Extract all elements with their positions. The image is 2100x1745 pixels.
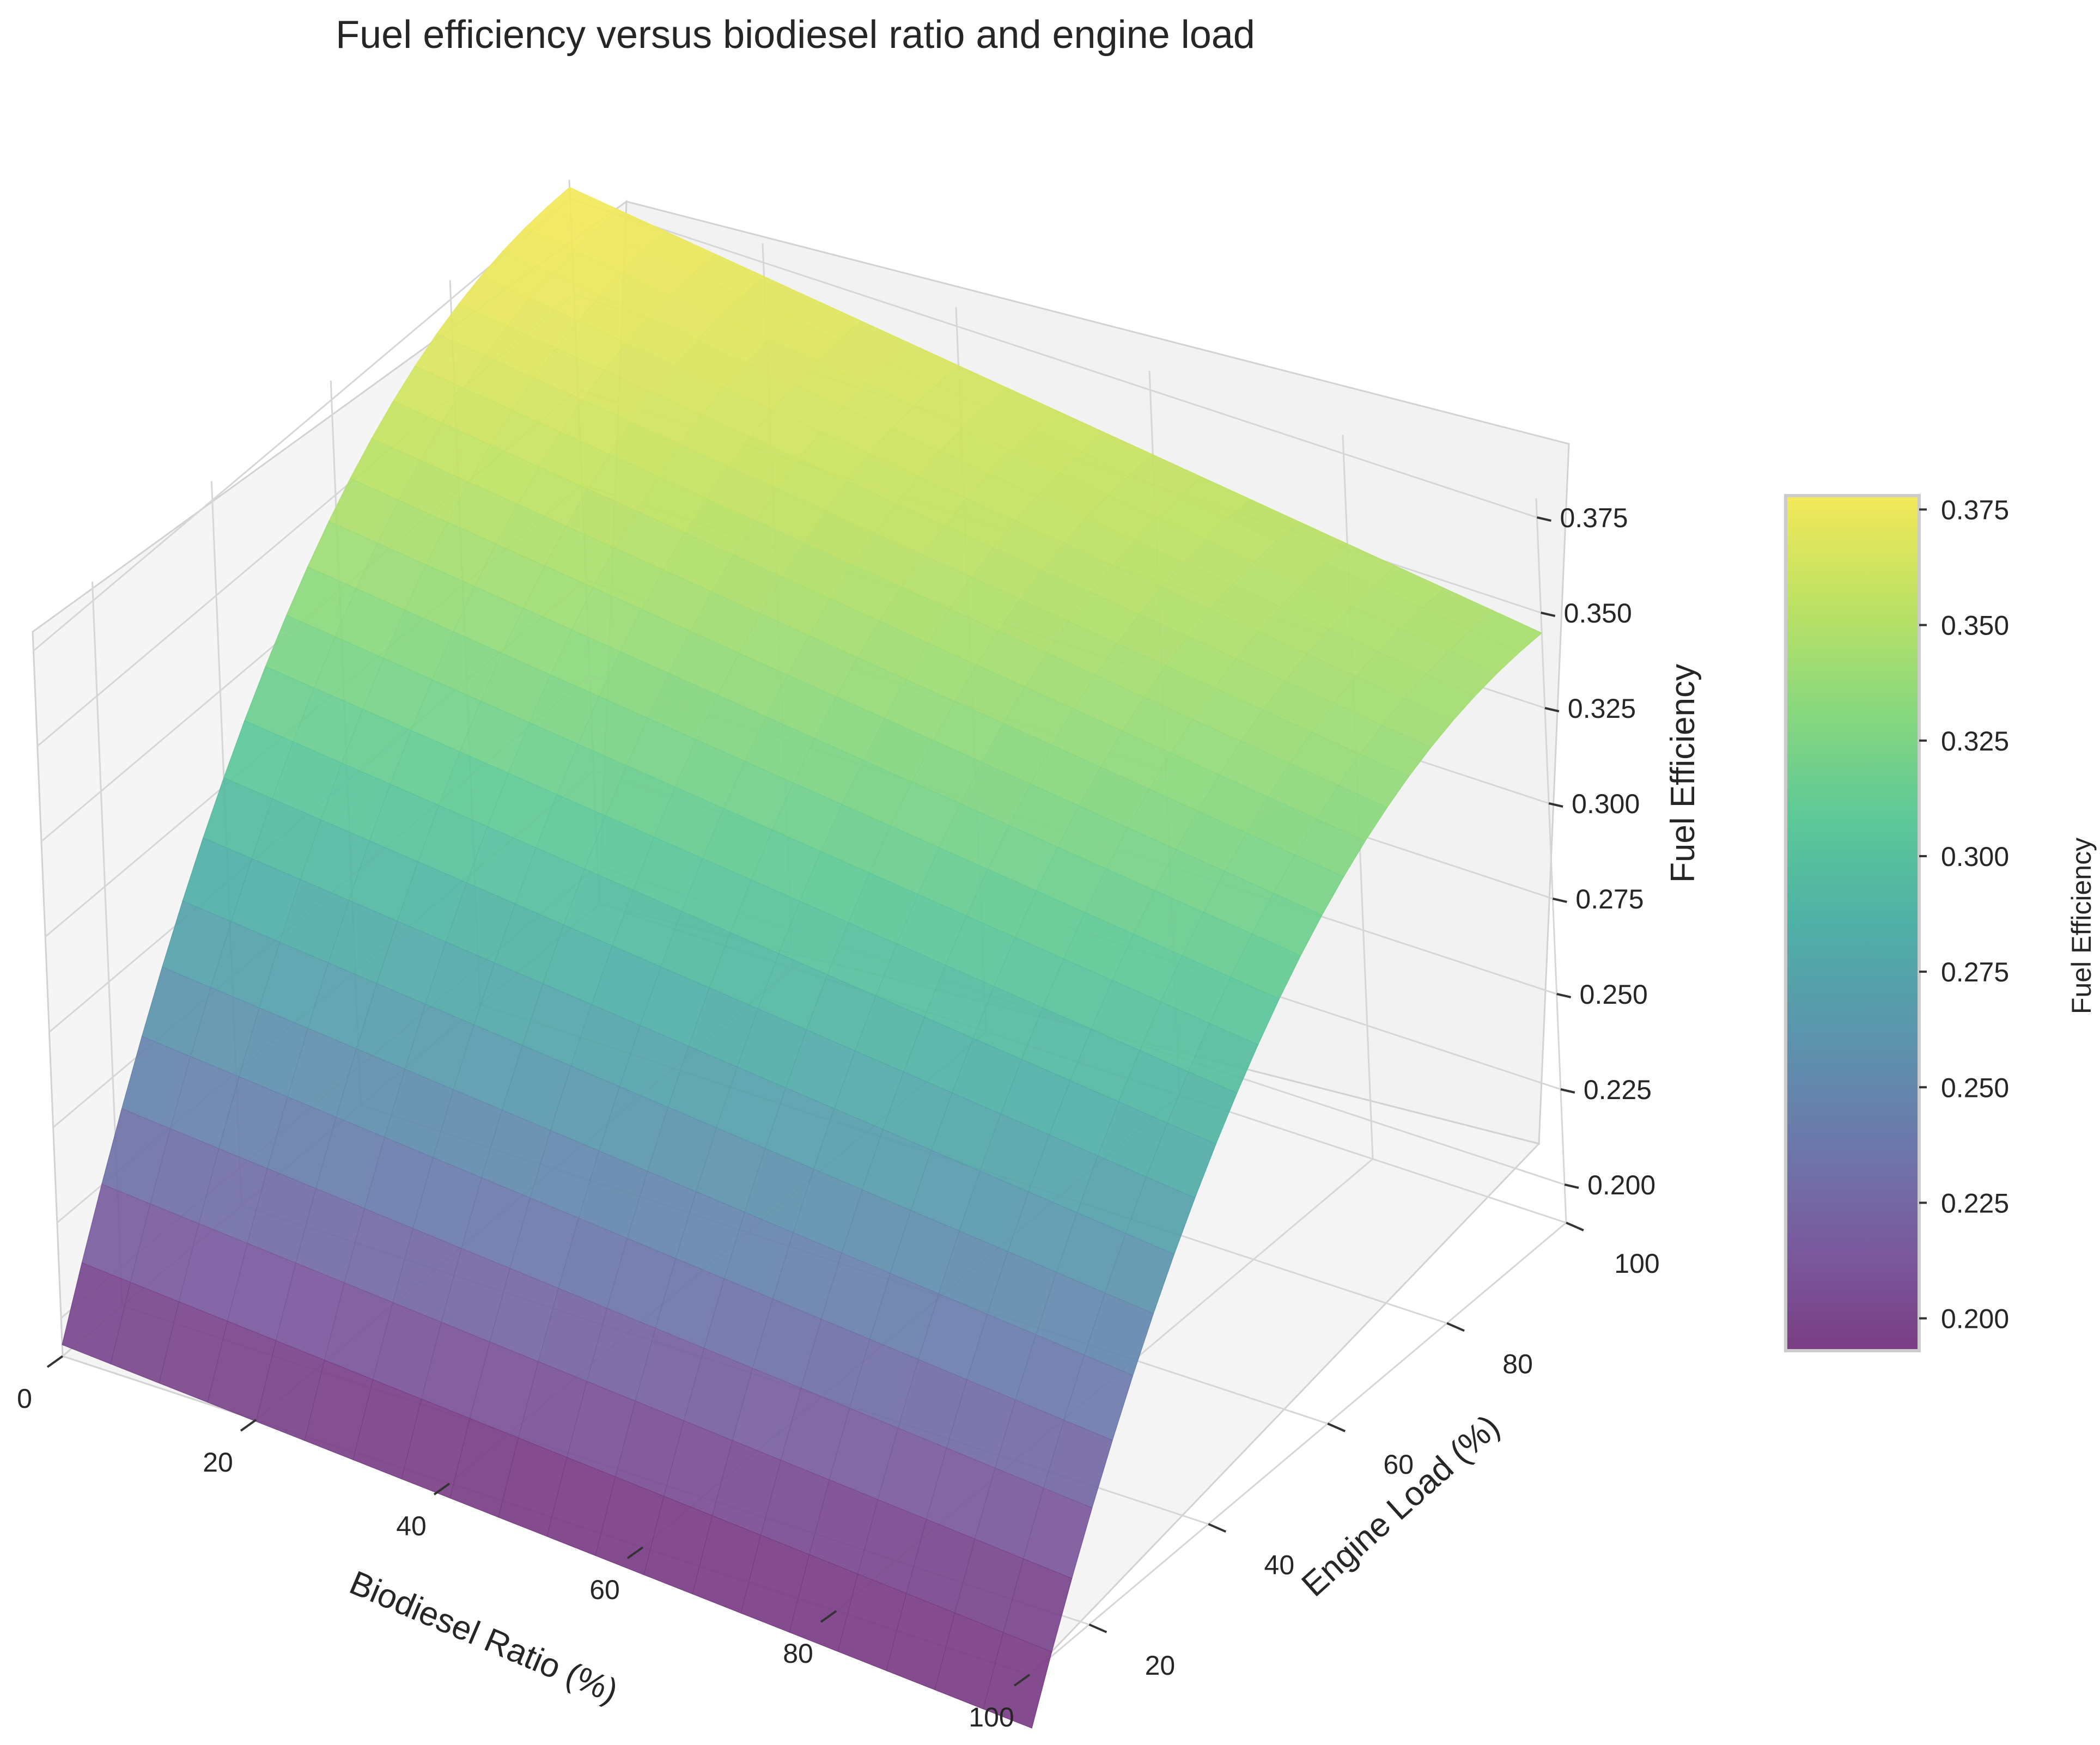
x-tick: [820, 1610, 837, 1623]
x-tick: [1013, 1674, 1031, 1687]
colorbar-tick-label: 0.300: [1941, 841, 2009, 872]
z-tick-label: 0.325: [1568, 693, 1636, 724]
x-tick-label: 40: [396, 1511, 427, 1541]
colorbar-ticks: 0.200 0.225 0.250 0.275 0.300 0.325 0.350 0.375: [1919, 495, 2009, 1334]
surface-patch: [983, 1632, 1052, 1729]
x-tick-label: 20: [203, 1447, 233, 1478]
colorbar-label: Fuel Efficiency: [2066, 838, 2097, 1014]
y-axis-label: Engine Load (%): [1295, 1408, 1507, 1604]
z-axis-label: Fuel Efficiency: [1664, 664, 1702, 883]
y-tick: [1566, 1222, 1584, 1231]
colorbar: [1784, 494, 1921, 1352]
z-tick-label: 0.200: [1587, 1170, 1655, 1200]
x-axis-label: Biodiesel Ratio (%): [344, 1564, 623, 1711]
z-tick: [1560, 1088, 1575, 1094]
z-tick: [1548, 802, 1563, 808]
colorbar-tick-label: 0.350: [1941, 611, 2009, 641]
y-tick: [1446, 1322, 1465, 1332]
surface-mesh: [62, 187, 1543, 1729]
x-tick-label: 60: [589, 1575, 620, 1605]
x-tick-label: 0: [17, 1383, 32, 1414]
z-tick: [1552, 898, 1567, 903]
z-tick-label: 0.350: [1564, 598, 1632, 629]
colorbar-tick-label: 0.275: [1941, 957, 2009, 987]
y-tick-label: 100: [1614, 1248, 1659, 1279]
z-tick-label: 0.225: [1584, 1075, 1652, 1105]
chart-title: Fuel efficiency versus biodiesel ratio a…: [336, 13, 1255, 57]
colorbar-tick-label: 0.375: [1941, 495, 2009, 525]
y-tick-label: 40: [1264, 1549, 1295, 1580]
x-tick-label: 80: [783, 1638, 813, 1669]
z-tick-label: 0.300: [1572, 789, 1640, 819]
z-tick-label: 0.275: [1575, 884, 1644, 914]
colorbar-tick-label: 0.200: [1941, 1304, 2009, 1334]
colorbar-tick-label: 0.250: [1941, 1072, 2009, 1103]
y-tick-label: 60: [1383, 1449, 1414, 1480]
grid-line-z-back: [569, 198, 1537, 518]
y-tick-label: 80: [1502, 1349, 1533, 1379]
x-tick: [240, 1419, 257, 1432]
grid-line-z-left: [33, 198, 571, 652]
y-tick-label: 20: [1145, 1650, 1176, 1681]
z-tick: [1564, 1183, 1579, 1189]
x-tick: [46, 1355, 64, 1368]
z-tick: [1544, 707, 1560, 712]
y-tick: [1208, 1523, 1227, 1533]
z-tick: [1536, 516, 1551, 522]
z-tick: [1541, 612, 1556, 617]
grid-line-x-back: [1535, 498, 1567, 1223]
z-tick-label: 0.250: [1580, 979, 1648, 1010]
grid-line-x-floor: [1029, 1222, 1567, 1676]
z-tick: [1556, 993, 1572, 998]
z-tick-label: 0.375: [1560, 503, 1628, 533]
x-tick: [433, 1482, 451, 1496]
x-tick: [626, 1546, 644, 1559]
axis-ticks: [46, 516, 1584, 1687]
colorbar-tick-label: 0.325: [1941, 726, 2009, 756]
y-tick: [1088, 1623, 1107, 1633]
y-tick: [1327, 1423, 1346, 1432]
colorbar-tick-label: 0.225: [1941, 1188, 2009, 1218]
tick-labels: 0 20 40 60 80 100 20 40 60 80 100 0.200 0.225 0.250 0.…: [17, 503, 1660, 1732]
x-tick-label: 100: [969, 1702, 1014, 1732]
